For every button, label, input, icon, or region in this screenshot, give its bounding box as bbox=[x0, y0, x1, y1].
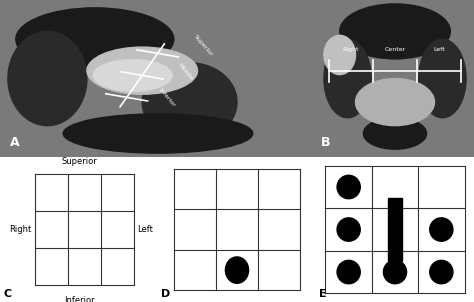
Text: A: A bbox=[9, 136, 19, 149]
Text: Left: Left bbox=[137, 225, 153, 234]
Ellipse shape bbox=[16, 8, 174, 71]
Text: Inferior: Inferior bbox=[158, 87, 176, 108]
Ellipse shape bbox=[324, 35, 356, 75]
Text: Right: Right bbox=[343, 47, 359, 52]
Bar bbox=[388, 198, 402, 262]
Ellipse shape bbox=[226, 257, 248, 283]
Ellipse shape bbox=[419, 39, 466, 118]
Text: Inferior: Inferior bbox=[64, 296, 94, 302]
Ellipse shape bbox=[383, 260, 407, 284]
Text: Superior: Superior bbox=[193, 34, 214, 57]
Ellipse shape bbox=[337, 260, 360, 284]
Text: Left: Left bbox=[433, 47, 445, 52]
Text: D: D bbox=[161, 289, 171, 299]
Ellipse shape bbox=[324, 39, 371, 118]
Ellipse shape bbox=[337, 175, 360, 199]
Text: Middle: Middle bbox=[177, 63, 194, 82]
Text: Superior: Superior bbox=[61, 157, 97, 166]
Text: Center: Center bbox=[384, 47, 406, 52]
Ellipse shape bbox=[356, 79, 435, 126]
Ellipse shape bbox=[93, 60, 172, 91]
Ellipse shape bbox=[430, 260, 453, 284]
Ellipse shape bbox=[87, 47, 198, 94]
Text: B: B bbox=[321, 136, 330, 149]
Ellipse shape bbox=[8, 31, 87, 126]
Ellipse shape bbox=[430, 218, 453, 241]
Text: E: E bbox=[319, 289, 327, 299]
Ellipse shape bbox=[340, 4, 450, 59]
Ellipse shape bbox=[364, 118, 427, 149]
Text: C: C bbox=[3, 289, 11, 299]
Ellipse shape bbox=[337, 218, 360, 241]
Text: Right: Right bbox=[9, 225, 32, 234]
Ellipse shape bbox=[142, 63, 237, 141]
Ellipse shape bbox=[63, 114, 253, 153]
